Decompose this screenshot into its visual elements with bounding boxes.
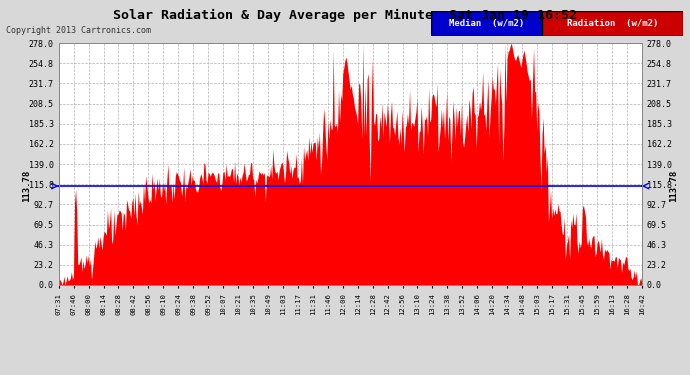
Text: Median  (w/m2): Median (w/m2)	[449, 19, 524, 28]
Text: 113.78: 113.78	[669, 170, 678, 202]
Text: Radiation  (w/m2): Radiation (w/m2)	[567, 19, 658, 28]
Text: Solar Radiation & Day Average per Minute  Sat Jan 19 16:52: Solar Radiation & Day Average per Minute…	[113, 9, 577, 22]
FancyBboxPatch shape	[431, 11, 542, 36]
FancyBboxPatch shape	[542, 11, 683, 36]
Text: Copyright 2013 Cartronics.com: Copyright 2013 Cartronics.com	[6, 26, 150, 35]
Text: 113.78: 113.78	[22, 170, 31, 202]
